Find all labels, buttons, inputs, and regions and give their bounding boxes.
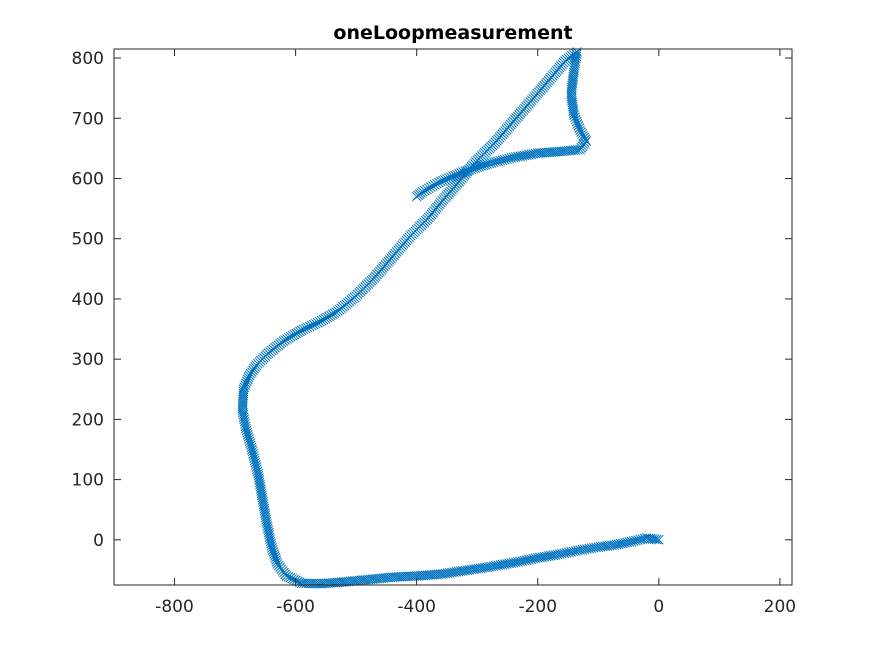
y-tick-label: 700 bbox=[72, 109, 104, 129]
y-tick-label: 200 bbox=[72, 410, 104, 430]
data-point-marker bbox=[624, 537, 635, 547]
x-axis: -800 -600 -400 -200 0 200 bbox=[155, 49, 796, 617]
data-point-marker bbox=[649, 534, 660, 545]
data-point-marker bbox=[265, 536, 276, 547]
data-point-marker bbox=[263, 525, 274, 536]
x-tick-label: 200 bbox=[764, 597, 796, 617]
data-point-marker bbox=[628, 536, 639, 546]
data-point-marker bbox=[411, 191, 422, 202]
y-tick-label: 100 bbox=[72, 471, 104, 491]
data-point-marker bbox=[524, 554, 534, 565]
y-tick-label: 600 bbox=[72, 169, 104, 189]
data-point-marker bbox=[530, 553, 541, 564]
data-point-marker bbox=[238, 388, 249, 399]
data-point-marker bbox=[263, 527, 274, 538]
data-point-marker bbox=[526, 554, 536, 565]
x-tick-label: -400 bbox=[397, 597, 436, 617]
data-point-marker bbox=[266, 538, 276, 549]
data-point-marker bbox=[264, 532, 275, 542]
x-tick-label: 0 bbox=[653, 597, 664, 617]
data-point-marker bbox=[301, 578, 312, 589]
y-tick-label: 0 bbox=[93, 531, 104, 551]
data-point-marker bbox=[647, 534, 658, 544]
y-axis: 0 100 200 300 400 500 600 700 800 bbox=[72, 49, 792, 551]
y-tick-label: 800 bbox=[72, 49, 104, 69]
data-point-marker bbox=[519, 555, 530, 566]
x-tick-label: -600 bbox=[276, 597, 315, 617]
data-point-marker bbox=[515, 556, 525, 567]
data-point-marker bbox=[263, 523, 273, 534]
data-point-marker bbox=[264, 530, 275, 540]
y-tick-label: 300 bbox=[72, 350, 104, 370]
y-tick-label: 500 bbox=[72, 230, 104, 250]
data-point-marker bbox=[317, 578, 327, 589]
data-point-marker bbox=[651, 534, 662, 545]
data-series bbox=[237, 47, 664, 589]
data-point-marker bbox=[528, 553, 539, 564]
data-point-marker bbox=[517, 556, 528, 566]
plot-frame bbox=[113, 48, 793, 586]
data-point-marker bbox=[618, 538, 628, 549]
data-point-marker bbox=[521, 555, 532, 565]
data-point-marker bbox=[653, 534, 664, 545]
x-tick-label: -200 bbox=[518, 597, 557, 617]
data-point-marker bbox=[265, 534, 275, 545]
data-point-marker bbox=[513, 151, 523, 162]
chart-title: oneLoopmeasurement bbox=[333, 22, 572, 44]
data-point-marker bbox=[266, 541, 277, 551]
y-tick-label: 400 bbox=[72, 290, 104, 310]
data-point-marker bbox=[253, 473, 264, 483]
data-point-marker bbox=[620, 538, 630, 548]
data-point-marker bbox=[532, 553, 543, 563]
data-point-marker bbox=[626, 536, 637, 547]
x-tick-label: -800 bbox=[155, 597, 194, 617]
data-point-marker bbox=[238, 386, 249, 397]
data-point-marker bbox=[622, 537, 633, 548]
data-point-marker bbox=[568, 106, 579, 116]
data-point-marker bbox=[299, 578, 309, 589]
